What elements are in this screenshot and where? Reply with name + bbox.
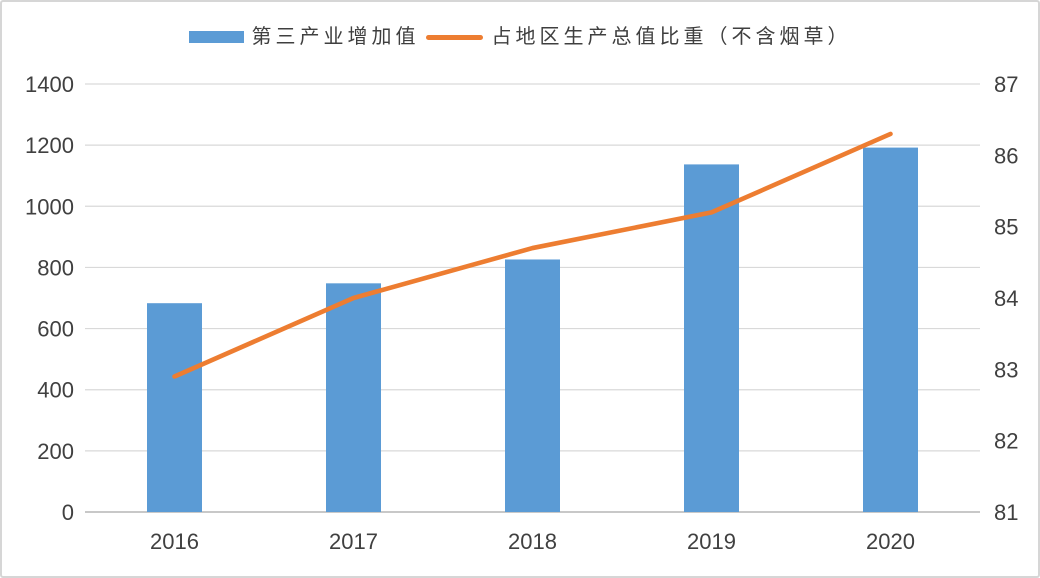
legend-item-line-series: 占地区生产总值比重（不含烟草） (425, 26, 852, 48)
left-axis-tick-label: 1400 (25, 72, 74, 97)
left-axis-tick-label: 400 (37, 378, 74, 403)
left-axis-tick-label: 600 (37, 317, 74, 342)
right-axis-tick-label: 86 (994, 143, 1018, 168)
x-axis-category-label: 2018 (508, 529, 557, 554)
bar-2018 (505, 259, 560, 512)
left-axis-tick-label: 1000 (25, 194, 74, 219)
left-axis-tick-label: 0 (62, 500, 74, 525)
bar-series-label: 第三产业增加值 (251, 26, 420, 48)
line-series-path (172, 131, 893, 379)
right-axis-tick-label: 83 (994, 357, 1018, 382)
chart-legend: 第三产业增加值 占地区生产总值比重（不含烟草） (0, 27, 1040, 47)
left-axis-tick-label: 1200 (25, 133, 74, 158)
right-axis-tick-label: 84 (994, 286, 1018, 311)
x-axis-category-label: 2020 (866, 529, 915, 554)
x-axis-category-label: 2017 (329, 529, 378, 554)
bar-2020 (863, 147, 918, 513)
x-axis-category-label: 2019 (687, 529, 736, 554)
left-axis-tick-label: 800 (37, 255, 74, 280)
line-series-label: 占地区生产总值比重（不含烟草） (491, 26, 852, 48)
bar-2019 (684, 164, 739, 512)
legend-item-bar-series: 第三产业增加值 (188, 26, 420, 48)
line-series-swatch-icon (425, 34, 483, 40)
right-axis-tick-label: 81 (994, 500, 1018, 525)
x-axis-category-label: 2016 (150, 529, 199, 554)
left-axis-tick-label: 200 (37, 439, 74, 464)
bar-2017 (326, 283, 381, 512)
right-axis-tick-label: 82 (994, 429, 1018, 454)
right-axis-tick-label: 85 (994, 215, 1018, 240)
bar-2016 (147, 303, 202, 512)
bar-series-swatch-icon (188, 31, 244, 43)
right-axis-tick-label: 87 (994, 72, 1018, 97)
